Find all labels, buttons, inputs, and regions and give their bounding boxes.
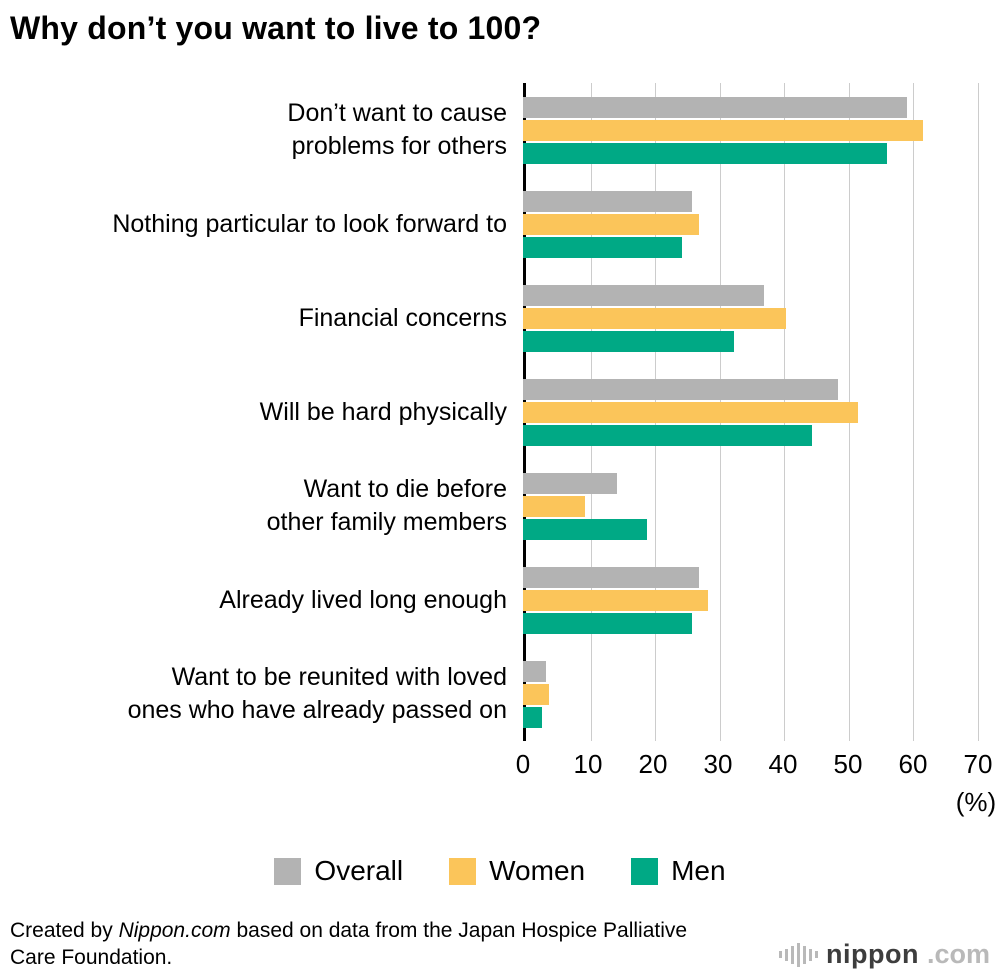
bar-women (523, 119, 923, 141)
chart-row: Don’t want to cause problems for others (0, 83, 1000, 177)
plot-area: Don’t want to cause problems for others N… (0, 83, 1000, 741)
legend-label-women: Women (489, 855, 586, 886)
chart-row: Will be hard physically (0, 365, 1000, 459)
bar-women (523, 495, 585, 517)
source-credit: Created by Nippon.com based on data from… (10, 917, 725, 972)
bar-women (523, 307, 787, 329)
bar-overall (523, 284, 764, 306)
legend-item-men: Men (631, 855, 726, 887)
chart-row: Want to be reunited with loved ones who … (0, 647, 1000, 741)
bar-group (523, 472, 978, 540)
chart-row: Already lived long enough (0, 553, 1000, 647)
x-tick-label: 60 (898, 749, 928, 779)
x-tick-label: 0 (515, 749, 531, 779)
footer: Created by Nippon.com based on data from… (0, 917, 1000, 972)
category-label: Want to be reunited with loved ones who … (127, 663, 507, 724)
category-label: Don’t want to cause problems for others (287, 99, 507, 160)
bar-overall (523, 566, 699, 588)
legend-swatch-women (449, 857, 477, 885)
nippon-logo-name: nippon (826, 939, 919, 969)
bar-men (523, 330, 735, 352)
bar-group (523, 284, 978, 352)
bar-men (523, 236, 683, 258)
bar-women (523, 589, 709, 611)
legend-label-overall: Overall (314, 855, 404, 886)
x-axis-ticks: (%) 0 10 20 30 40 50 60 70 (516, 749, 996, 827)
bar-overall (523, 96, 907, 118)
x-tick-label: 70 (963, 749, 993, 779)
legend-swatch-overall (274, 857, 302, 885)
bar-group (523, 566, 978, 634)
bar-men (523, 612, 692, 634)
x-axis-unit-label: (%) (955, 787, 997, 817)
category-label: Nothing particular to look forward to (112, 209, 507, 238)
legend: Overall Women Men (0, 855, 1000, 887)
bar-overall (523, 190, 692, 212)
bar-women (523, 401, 858, 423)
bar-men (523, 518, 647, 540)
chart-row: Want to die before other family members (0, 459, 1000, 553)
legend-label-men: Men (671, 855, 726, 886)
legend-item-overall: Overall (274, 855, 403, 887)
bar-women (523, 683, 549, 705)
legend-item-women: Women (449, 855, 585, 887)
nippon-logo-tld: .com (926, 939, 990, 969)
bar-group (523, 190, 978, 258)
gridline (978, 83, 979, 741)
x-tick-label: 10 (573, 749, 603, 779)
chart-row: Nothing particular to look forward to (0, 177, 1000, 271)
credit-suffix: based on data from the Japan Hospice Pal… (10, 918, 688, 970)
nippon-logo-bars-icon (779, 942, 818, 968)
bar-group (523, 378, 978, 446)
category-label: Will be hard physically (259, 397, 507, 426)
bar-men (523, 142, 887, 164)
x-tick-label: 30 (703, 749, 733, 779)
bar-men (523, 424, 813, 446)
bar-men (523, 706, 543, 728)
x-tick-label: 50 (833, 749, 863, 779)
x-tick-label: 40 (768, 749, 798, 779)
bar-overall (523, 472, 618, 494)
x-tick-label: 20 (638, 749, 668, 779)
credit-source: Nippon.com (118, 918, 231, 942)
nippon-logo: nippon .com (779, 939, 990, 972)
bar-chart: Don’t want to cause problems for others N… (0, 83, 1000, 827)
bar-group (523, 96, 978, 164)
chart-rows: Don’t want to cause problems for others N… (0, 83, 1000, 741)
category-label: Financial concerns (298, 303, 507, 332)
bar-overall (523, 660, 546, 682)
bar-women (523, 213, 699, 235)
chart-row: Financial concerns (0, 271, 1000, 365)
bar-overall (523, 378, 839, 400)
category-label: Already lived long enough (219, 585, 507, 614)
legend-swatch-men (631, 857, 659, 885)
credit-prefix: Created by (10, 918, 119, 942)
page-title: Why don’t you want to live to 100? (10, 10, 542, 46)
gridline (913, 83, 915, 741)
category-label: Want to die before other family members (266, 475, 507, 536)
bar-group (523, 660, 978, 728)
